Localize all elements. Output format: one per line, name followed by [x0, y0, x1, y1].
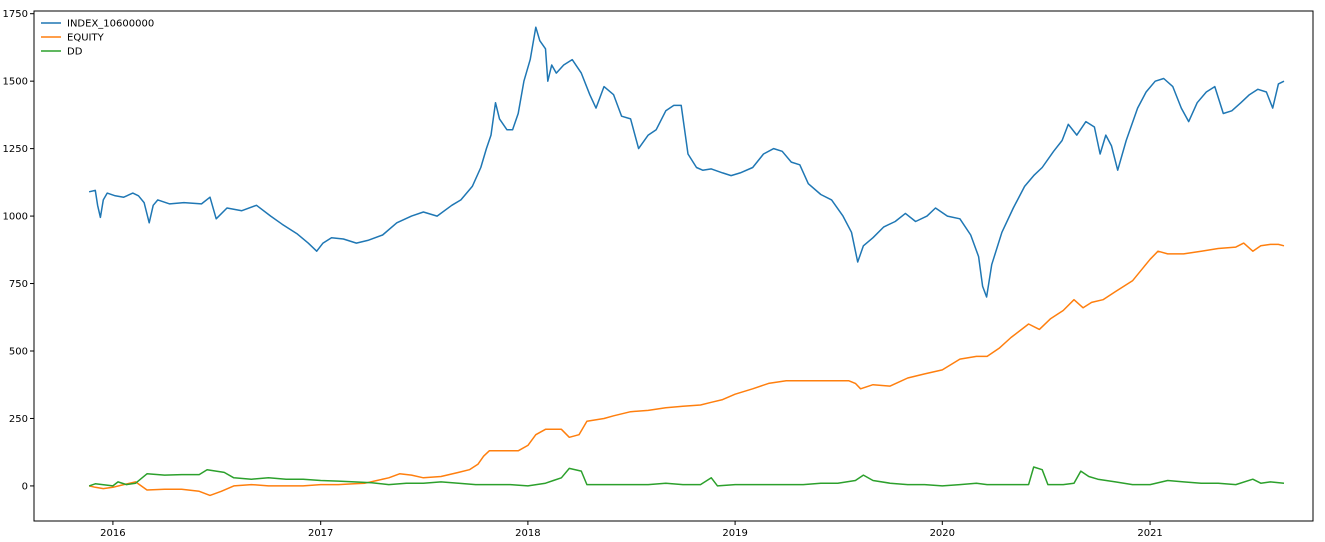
x-tick-label: 2020 — [930, 528, 955, 539]
y-tick-label: 750 — [9, 279, 28, 290]
x-tick-label: 2019 — [722, 528, 747, 539]
y-axis: 0 250 500 750 1000 1250 1500 1750 — [3, 9, 34, 492]
series-line-dd — [88, 466, 1285, 487]
y-tick-label: 1250 — [3, 144, 28, 155]
y-tick-label: 500 — [9, 347, 28, 358]
y-tick-label: 0 — [22, 481, 28, 492]
x-axis: 2016 2017 2018 2019 2020 2021 — [100, 521, 1163, 539]
legend: INDEX_10600000 EQUITY DD — [41, 19, 154, 58]
series-layer — [88, 26, 1285, 497]
legend-label: EQUITY — [67, 33, 105, 44]
x-tick-label: 2016 — [100, 528, 125, 539]
x-tick-label: 2021 — [1137, 528, 1162, 539]
plot-frame — [33, 10, 1314, 522]
y-tick-label: 250 — [9, 414, 28, 425]
y-tick-label: 1000 — [3, 212, 28, 223]
legend-label: INDEX_10600000 — [67, 19, 154, 30]
series-line-index-10600000 — [88, 26, 1285, 298]
y-tick-label: 1500 — [3, 77, 28, 88]
series-line-equity — [88, 242, 1285, 497]
legend-label: DD — [67, 47, 83, 58]
y-tick-label: 1750 — [3, 9, 28, 20]
x-tick-label: 2017 — [308, 528, 333, 539]
x-tick-label: 2018 — [515, 528, 540, 539]
